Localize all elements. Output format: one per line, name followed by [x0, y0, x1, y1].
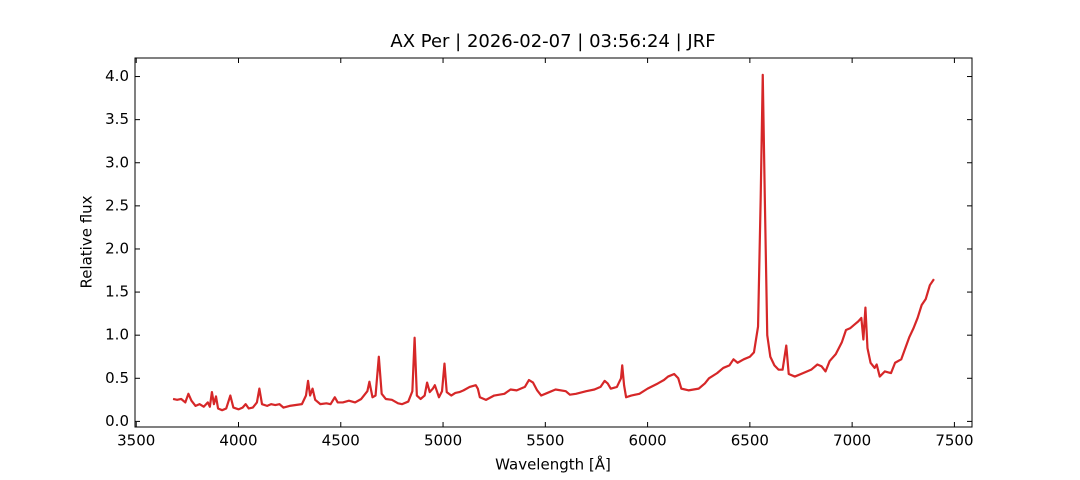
y-axis-label: Relative flux — [78, 195, 96, 288]
x-tick-label: 5000 — [424, 432, 462, 450]
y-tick-label: 1.5 — [105, 283, 129, 301]
chart-title: AX Per | 2026-02-07 | 03:56:24 | JRF — [390, 31, 715, 52]
y-tick-label: 4.0 — [105, 67, 129, 85]
x-tick-label: 6000 — [628, 432, 666, 450]
spectrum-line — [172, 73, 935, 412]
y-tick-label: 3.0 — [105, 153, 129, 171]
plot-frame — [134, 57, 973, 428]
y-tick-label: 1.0 — [105, 326, 129, 344]
x-tick-label: 3500 — [117, 432, 155, 450]
x-tick-label: 7500 — [935, 432, 973, 450]
x-tick-label: 5500 — [526, 432, 564, 450]
y-tick-label: 2.0 — [105, 239, 129, 257]
y-tick-label: 0.0 — [105, 412, 129, 430]
x-tick-label: 6500 — [731, 432, 769, 450]
x-axis-label: Wavelength [Å] — [495, 455, 611, 474]
y-tick-label: 2.5 — [105, 196, 129, 214]
x-tick-label: 4000 — [219, 432, 257, 450]
x-tick-label: 7000 — [833, 432, 871, 450]
y-tick-label: 3.5 — [105, 110, 129, 128]
x-tick-label: 4500 — [322, 432, 360, 450]
y-tick-label: 0.5 — [105, 369, 129, 387]
